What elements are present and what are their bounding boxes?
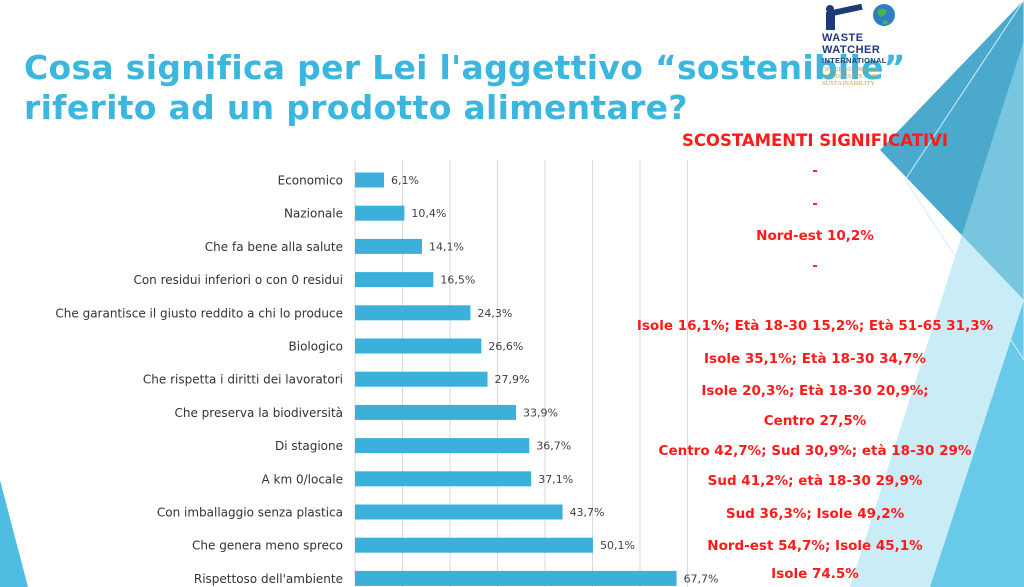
category-label: Economico xyxy=(278,174,343,188)
decor-left-triangle xyxy=(0,480,28,587)
logo-text-line-2: WATCHER xyxy=(822,44,881,56)
bar xyxy=(355,471,532,487)
data-label: 6,1% xyxy=(391,174,419,187)
significant-deviation-row: - xyxy=(812,196,818,212)
bar-chart: Economico Nazionale Che fa bene alla salut… xyxy=(55,160,719,587)
waste-watcher-logo: WASTE WATCHER INTERNATIONAL OBSERVATORY … xyxy=(816,2,916,94)
significant-deviation-row: - xyxy=(812,258,818,274)
significant-deviation-row: Isole 74.5% xyxy=(771,566,859,582)
data-label: 50,1% xyxy=(600,539,635,552)
decor-triangle-outline xyxy=(904,0,1024,361)
logo-text-line-1: WASTE xyxy=(822,32,864,44)
bar xyxy=(355,172,384,188)
data-label: 24,3% xyxy=(477,307,512,320)
bar xyxy=(355,438,530,454)
bar xyxy=(355,504,563,520)
significant-deviation-row: Isole 20,3%; Età 18-30 20,9%; xyxy=(701,383,929,399)
data-label: 43,7% xyxy=(570,506,605,519)
data-label: 26,6% xyxy=(488,340,523,353)
logo-subtitle-line-3: SUSTAINABILITY xyxy=(822,80,875,87)
category-label: A km 0/locale xyxy=(262,472,344,486)
data-label: 67,7% xyxy=(684,572,719,585)
logo-subtitle-line-1: OBSERVATORY ON xyxy=(822,66,879,73)
page-title-line-1: Cosa significa per Lei l'aggettivo “sost… xyxy=(24,48,906,87)
bar xyxy=(355,272,434,288)
category-label: Biologico xyxy=(289,340,343,354)
logo-text-line-3: INTERNATIONAL xyxy=(822,56,887,65)
significant-deviation-row: Isole 16,1%; Età 18-30 15,2%; Età 51-65 … xyxy=(636,318,994,334)
bar xyxy=(355,371,488,387)
bar xyxy=(355,338,482,354)
significant-deviation-row: Centro 42,7%; Sud 30,9%; età 18-30 29% xyxy=(658,443,972,459)
significant-deviation-row: Sud 41,2%; età 18-30 29,9% xyxy=(707,473,923,489)
category-label: Che garantisce il giusto reddito a chi l… xyxy=(55,306,343,320)
significant-deviation-row: Centro 27,5% xyxy=(763,413,867,429)
data-label: 36,7% xyxy=(536,440,571,453)
significant-deviation-row: Nord-est 10,2% xyxy=(756,228,874,244)
logo-subtitle-line-2: FOOD WASTE AND xyxy=(822,73,879,80)
category-label: Che fa bene alla salute xyxy=(205,240,343,254)
significant-deviations-header: SCOSTAMENTI SIGNIFICATIVI xyxy=(681,131,949,150)
significant-deviation-row: - xyxy=(812,163,818,179)
data-label: 10,4% xyxy=(411,207,446,220)
category-label: Con imballaggio senza plastica xyxy=(157,506,343,520)
bar xyxy=(355,404,517,420)
page-title-line-2: riferito ad un prodotto alimentare? xyxy=(24,88,688,127)
bar xyxy=(355,570,677,586)
data-label: 37,1% xyxy=(538,473,573,486)
spyglass-globe-icon xyxy=(826,3,895,30)
category-label: Che preserva la biodiversità xyxy=(175,406,344,420)
data-label: 16,5% xyxy=(440,274,475,287)
chart-bars xyxy=(355,172,677,586)
category-label: Con residui inferiori o con 0 residui xyxy=(133,273,343,287)
chart-category-labels: Economico Nazionale Che fa bene alla salut… xyxy=(55,174,343,586)
category-label: Che rispetta i diritti dei lavoratori xyxy=(143,373,343,387)
data-label: 33,9% xyxy=(523,406,558,419)
category-label: Di stagione xyxy=(275,439,343,453)
category-label: Che genera meno spreco xyxy=(192,539,343,553)
page-title: Cosa significa per Lei l'aggettivo “sost… xyxy=(24,48,906,128)
decor-triangle-mid xyxy=(930,300,1024,587)
category-label: Nazionale xyxy=(284,207,343,221)
bar xyxy=(355,537,593,553)
significant-deviation-row: Isole 35,1%; Età 18-30 34,7% xyxy=(704,351,926,367)
category-label: Rispettoso dell'ambiente xyxy=(194,572,343,586)
data-label: 14,1% xyxy=(429,240,464,253)
significant-deviation-row: Sud 36,3%; Isole 49,2% xyxy=(725,506,905,522)
significant-deviation-row: Nord-est 54,7%; Isole 45,1% xyxy=(707,538,923,554)
bar xyxy=(355,205,405,221)
chart-data-labels: 6,1% 10,4% 14,1% 16,5% 24,3% 26,6% 27,9% 33,9% 3… xyxy=(391,174,719,585)
bar xyxy=(355,305,471,321)
bar xyxy=(355,238,422,254)
data-label: 27,9% xyxy=(495,373,530,386)
